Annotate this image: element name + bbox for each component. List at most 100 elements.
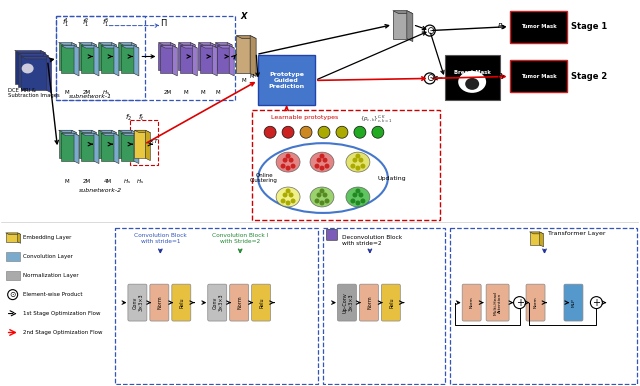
Text: Norm: Norm: [470, 297, 474, 308]
FancyBboxPatch shape: [360, 284, 378, 321]
Text: Embedding Layer: Embedding Layer: [22, 235, 71, 240]
Text: M: M: [64, 179, 69, 184]
Text: Convolution Block I
with Stride=2: Convolution Block I with Stride=2: [212, 233, 268, 244]
Circle shape: [355, 154, 360, 159]
Text: Relu: Relu: [389, 297, 394, 308]
Text: Relu: Relu: [180, 297, 185, 308]
Polygon shape: [59, 42, 72, 70]
Circle shape: [283, 193, 287, 198]
Polygon shape: [18, 54, 44, 87]
Polygon shape: [40, 51, 45, 87]
Text: Normalization Layer: Normalization Layer: [22, 273, 78, 278]
Polygon shape: [158, 42, 175, 45]
Polygon shape: [20, 56, 52, 59]
Polygon shape: [6, 252, 20, 261]
Ellipse shape: [465, 78, 479, 90]
Ellipse shape: [276, 152, 300, 172]
Polygon shape: [79, 42, 97, 45]
Polygon shape: [161, 46, 172, 73]
Polygon shape: [61, 46, 79, 48]
Text: Stage 2: Stage 2: [572, 72, 607, 81]
Text: Online
Clustering: Online Clustering: [250, 173, 278, 183]
Circle shape: [324, 198, 330, 203]
Polygon shape: [118, 130, 131, 158]
Circle shape: [291, 164, 296, 169]
Polygon shape: [79, 130, 97, 133]
Polygon shape: [15, 51, 45, 53]
Polygon shape: [18, 54, 49, 56]
Circle shape: [314, 164, 319, 169]
Circle shape: [358, 157, 364, 163]
Circle shape: [319, 166, 324, 171]
Text: Learnable prototypes: Learnable prototypes: [271, 115, 339, 120]
Text: Relu: Relu: [260, 297, 264, 308]
FancyBboxPatch shape: [564, 284, 583, 321]
Text: Transformer Layer: Transformer Layer: [547, 231, 605, 236]
Text: 2M: 2M: [163, 90, 172, 95]
Polygon shape: [180, 46, 192, 73]
Polygon shape: [134, 46, 139, 76]
Polygon shape: [190, 42, 195, 73]
Polygon shape: [81, 46, 94, 73]
Text: Deconvolution Block
with stride=2: Deconvolution Block with stride=2: [342, 235, 402, 246]
Polygon shape: [81, 46, 99, 48]
Polygon shape: [6, 233, 18, 242]
Polygon shape: [192, 46, 197, 76]
Polygon shape: [99, 42, 111, 70]
Polygon shape: [407, 11, 413, 42]
Polygon shape: [101, 133, 119, 136]
Text: 1st Stage Optimization Flow: 1st Stage Optimization Flow: [22, 311, 100, 316]
Polygon shape: [99, 130, 111, 158]
Text: 4M: 4M: [104, 179, 111, 184]
Text: Convolution Block
with stride=1: Convolution Block with stride=1: [134, 233, 187, 244]
Polygon shape: [61, 133, 74, 161]
Text: Norm: Norm: [237, 296, 243, 310]
Polygon shape: [215, 42, 227, 70]
Ellipse shape: [346, 152, 370, 172]
Polygon shape: [18, 233, 20, 243]
Text: ⊙: ⊙: [426, 25, 434, 36]
Polygon shape: [15, 51, 40, 85]
Polygon shape: [74, 133, 79, 164]
Polygon shape: [210, 42, 215, 73]
FancyBboxPatch shape: [252, 284, 271, 321]
Polygon shape: [134, 130, 150, 133]
Polygon shape: [198, 42, 215, 45]
Polygon shape: [509, 61, 568, 92]
Text: ⊙: ⊙: [10, 290, 16, 299]
Text: $\times T$: $\times T$: [148, 137, 159, 145]
Text: Subtraction Images: Subtraction Images: [8, 93, 60, 98]
FancyBboxPatch shape: [150, 284, 169, 321]
Polygon shape: [258, 56, 315, 105]
Text: MLP: MLP: [572, 298, 575, 307]
Text: Norm: Norm: [158, 296, 163, 310]
Polygon shape: [79, 42, 92, 70]
Text: $\{p_{c,k}\}_{c,k=1}^{C,K}$: $\{p_{c,k}\}_{c,k=1}^{C,K}$: [360, 113, 392, 124]
Circle shape: [513, 296, 525, 308]
Circle shape: [317, 157, 321, 163]
Ellipse shape: [346, 187, 370, 207]
Polygon shape: [111, 42, 116, 73]
Polygon shape: [131, 130, 136, 161]
Polygon shape: [99, 130, 116, 133]
Circle shape: [358, 193, 364, 198]
Polygon shape: [74, 46, 79, 76]
Polygon shape: [72, 130, 77, 161]
Text: Breast Mask: Breast Mask: [454, 70, 491, 75]
Polygon shape: [179, 42, 190, 70]
Polygon shape: [145, 130, 150, 161]
Circle shape: [355, 166, 360, 171]
Ellipse shape: [458, 71, 486, 93]
Polygon shape: [540, 232, 543, 247]
Polygon shape: [94, 133, 99, 164]
Circle shape: [285, 200, 291, 205]
Ellipse shape: [310, 187, 334, 207]
Text: Norm: Norm: [534, 297, 538, 308]
Circle shape: [360, 164, 365, 169]
Polygon shape: [79, 130, 92, 158]
Circle shape: [317, 193, 321, 198]
Circle shape: [424, 25, 435, 36]
Text: X: X: [241, 12, 248, 20]
Polygon shape: [118, 42, 136, 45]
Circle shape: [314, 198, 319, 203]
